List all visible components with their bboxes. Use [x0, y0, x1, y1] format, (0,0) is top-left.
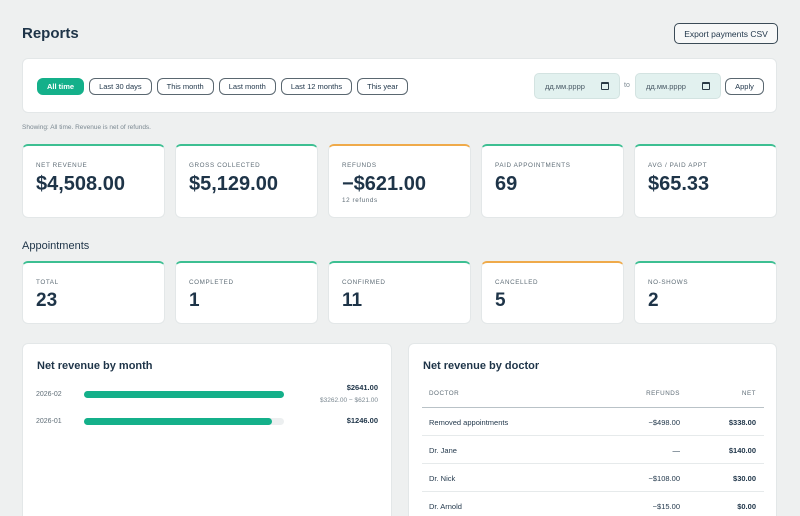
doctor-name: Removed appointments [429, 418, 509, 427]
stat-label: Net revenue [36, 162, 88, 169]
net-revenue-by-month-panel: Net revenue by month 2026-02 $2641.00 $3… [22, 343, 392, 516]
doctor-net: $140.00 [728, 446, 756, 455]
stat-card-paid-appointments: Paid appointments 69 [481, 144, 624, 218]
stat-label: Completed [189, 279, 234, 286]
stat-card-no-shows: No-shows 2 [634, 261, 777, 324]
stat-card-net-revenue: Net revenue $4,508.00 [22, 144, 165, 218]
stat-card-avg-paid-appt: Avg / paid appt $65.33 [634, 144, 777, 218]
column-header-doctor: Doctor [429, 390, 460, 397]
stat-label: Confirmed [342, 279, 386, 286]
calendar-icon[interactable] [702, 82, 710, 90]
stat-card-refunds: Refunds −$621.00 12 refunds [328, 144, 471, 218]
panel-title: Net revenue by month [37, 360, 153, 372]
stat-card-completed: Completed 1 [175, 261, 318, 324]
month-label: 2026-02 [36, 391, 62, 398]
doctor-name: Dr. Nick [429, 474, 456, 483]
doctor-name: Dr. Jane [429, 446, 457, 455]
month-amount: $1246.00 [346, 416, 378, 425]
month-breakdown: $3262.00 − $621.00 [319, 397, 378, 404]
stat-label: Refunds [342, 162, 377, 169]
month-bar-track [84, 391, 284, 398]
stat-value: $4,508.00 [36, 173, 125, 195]
showing-suffix: . Revenue is net of refunds. [71, 124, 152, 131]
refund-count: 12 refunds [342, 197, 378, 204]
appointments-section-title: Appointments [22, 240, 90, 252]
stat-label: Avg / paid appt [648, 162, 708, 169]
doctor-refunds: — [672, 446, 681, 455]
calendar-icon[interactable] [601, 82, 609, 90]
month-label: 2026-01 [36, 418, 62, 425]
date-to-placeholder: дд.мм.рррр [646, 81, 686, 91]
doctor-refunds: −$15.00 [652, 502, 680, 511]
showing-range: All time [50, 124, 72, 131]
stat-value: 69 [495, 173, 518, 195]
month-bar-fill [84, 418, 272, 425]
date-from-placeholder: дд.мм.рррр [545, 81, 585, 91]
chip-last-30-days[interactable]: Last 30 days [89, 78, 152, 95]
stat-label: No-shows [648, 279, 689, 286]
stat-card-confirmed: Confirmed 11 [328, 261, 471, 324]
stat-label: Gross collected [189, 162, 261, 169]
doctor-net: $0.00 [737, 502, 756, 511]
chip-last-month[interactable]: Last month [218, 78, 276, 95]
stat-label: Paid appointments [495, 162, 571, 169]
apply-button[interactable]: Apply [725, 78, 764, 95]
date-to-label: to [624, 82, 630, 89]
stat-label: Total [36, 279, 59, 286]
stat-value: −$621.00 [342, 173, 426, 195]
stat-value: 23 [36, 290, 58, 311]
page-title: Reports [22, 25, 79, 42]
showing-prefix: Showing: [22, 124, 51, 131]
date-to-input[interactable]: дд.мм.рррр [635, 73, 721, 99]
chip-this-year[interactable]: This year [357, 78, 408, 95]
month-bar-track [84, 418, 284, 425]
month-amount: $2641.00 [346, 383, 378, 392]
doctor-refunds: −$498.00 [648, 418, 681, 427]
date-from-input[interactable]: дд.мм.рррр [534, 73, 620, 99]
stat-value: $65.33 [648, 173, 710, 195]
stat-card-cancelled: Cancelled 5 [481, 261, 624, 324]
stat-value: 11 [342, 290, 363, 311]
range-chips: All time Last 30 days This month Last mo… [37, 78, 408, 95]
column-header-net: Net [741, 390, 756, 397]
chip-this-month[interactable]: This month [156, 78, 214, 95]
doctor-net: $30.00 [733, 474, 756, 483]
table-row: Dr. Arnold −$15.00 $0.00 [422, 491, 764, 516]
chip-all-time[interactable]: All time [37, 78, 85, 95]
doctor-name: Dr. Arnold [429, 502, 462, 511]
table-row: Dr. Nick −$108.00 $30.00 [422, 463, 764, 491]
column-header-refunds: Refunds [646, 390, 680, 397]
chip-last-12-months[interactable]: Last 12 months [280, 78, 353, 95]
stat-value: $5,129.00 [189, 173, 278, 195]
panel-title: Net revenue by doctor [423, 360, 540, 372]
stat-value: 5 [495, 290, 506, 311]
filter-bar: All time Last 30 days This month Last mo… [22, 58, 777, 113]
doctor-net: $338.00 [728, 418, 756, 427]
table-row: Removed appointments −$498.00 $338.00 [422, 407, 764, 435]
export-payments-csv-button[interactable]: Export payments CSV [674, 23, 778, 44]
net-revenue-by-doctor-panel: Net revenue by doctor Doctor Refunds Net… [408, 343, 777, 516]
doctor-refunds: −$108.00 [648, 474, 681, 483]
stat-card-total: Total 23 [22, 261, 165, 324]
stat-card-gross-collected: Gross collected $5,129.00 [175, 144, 318, 218]
stat-label: Cancelled [495, 279, 539, 286]
month-bar-fill [84, 391, 284, 398]
showing-note: Showing: All time. Revenue is net of ref… [22, 124, 151, 131]
table-row: Dr. Jane — $140.00 [422, 435, 764, 463]
stat-value: 2 [648, 290, 659, 311]
stat-value: 1 [189, 290, 200, 311]
